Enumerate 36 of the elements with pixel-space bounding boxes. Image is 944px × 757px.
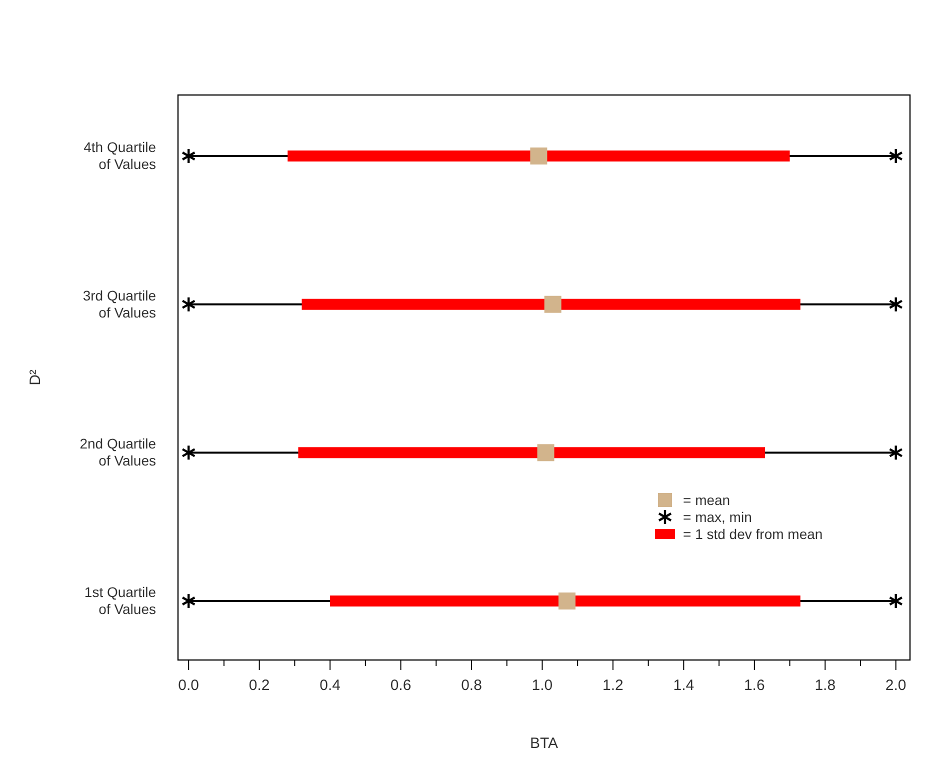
y-tick-label: 2nd Quartile of Values [80,436,156,469]
x-tick-label: 0.2 [248,677,270,694]
point [181,444,196,461]
point [181,296,196,312]
y-tick-label: 4th Quartile of Values [84,139,156,172]
bar [302,298,800,310]
x-tick-label: 1.8 [814,677,836,694]
x-tick-label: 1.6 [744,677,765,694]
x-tick-label: 0.4 [320,677,340,694]
y-tick-label: 1st Quartile of Values [84,584,156,617]
point [537,444,554,462]
x-tick-label: 1.0 [532,677,553,694]
point [888,444,904,461]
point [181,148,196,164]
bar [288,150,790,162]
point [181,592,196,610]
x-tick-label: 2.0 [885,677,906,694]
x-tick-label: 1.4 [673,677,694,694]
y-tick-label: 3rd Quartile of Values [82,287,156,320]
legend-label: = 1 std dev from mean [683,526,823,542]
x-tick-label: 0.8 [461,677,482,694]
point [530,148,548,164]
x-tick-label: 0.6 [390,677,412,694]
x-tick-label: 1.2 [602,677,624,694]
bar [330,596,800,606]
x-axis-title: BTA [530,735,558,752]
bar [298,447,766,458]
legend-label: = max, min [683,509,752,525]
y-axis-title: D² [27,370,44,386]
point [888,148,904,164]
point [544,296,562,313]
point [558,592,576,610]
point [888,296,904,312]
point [888,592,904,610]
x-tick-label: 0.0 [178,677,200,694]
legend-label: = mean [683,492,730,508]
